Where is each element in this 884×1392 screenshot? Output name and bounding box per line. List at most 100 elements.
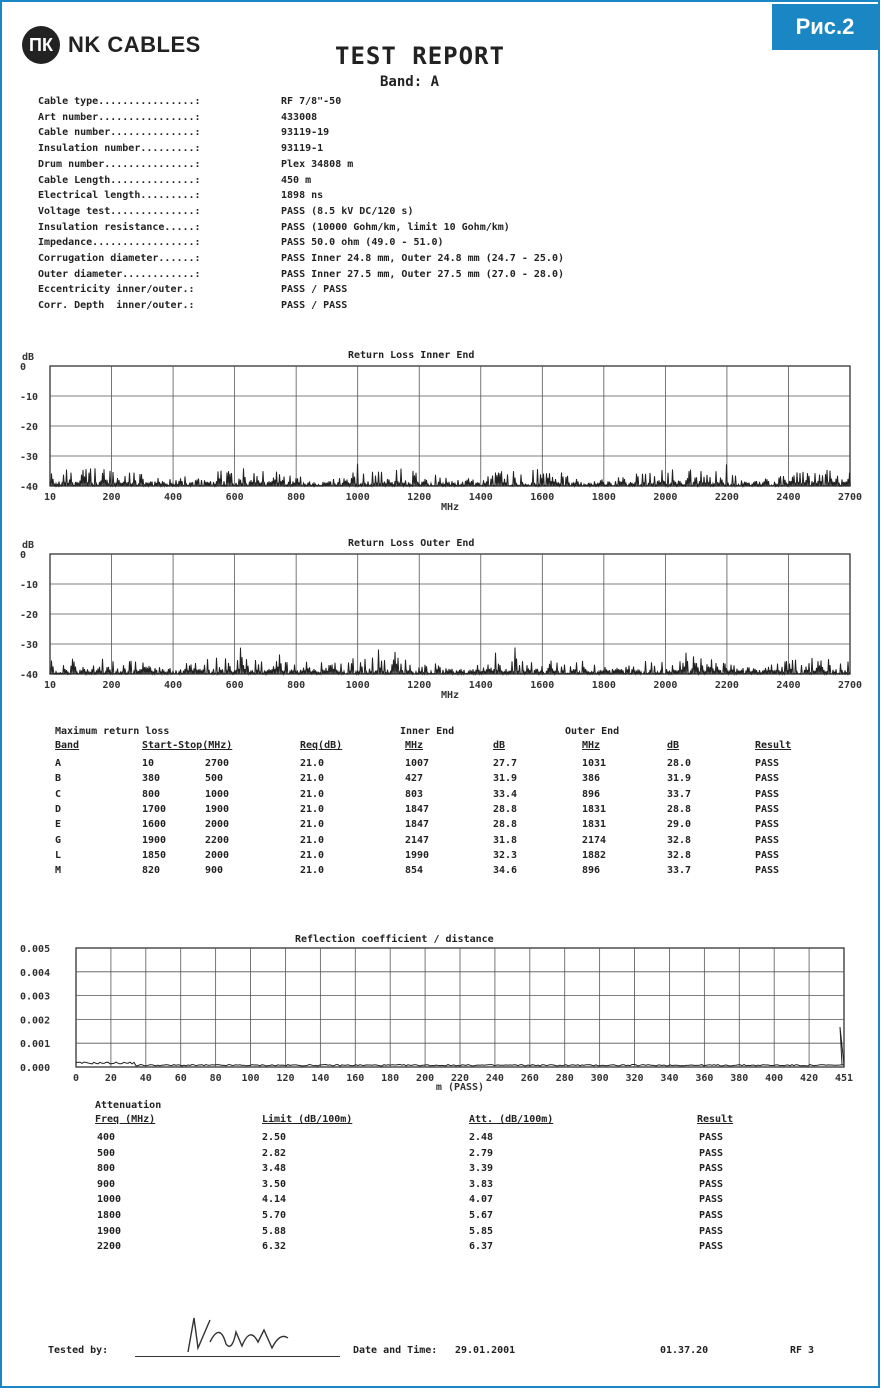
- table-cell: 33.4: [493, 788, 518, 800]
- x-tick-label: 120: [276, 1073, 294, 1084]
- y-tick-label: -30: [20, 452, 38, 463]
- x-tick-label: 400: [164, 680, 182, 691]
- date-value: 29.01.2001: [455, 1345, 516, 1356]
- table-cell: 5.85: [469, 1225, 494, 1237]
- table-cell: 500: [205, 773, 224, 785]
- table-cell: 21.0: [300, 758, 325, 769]
- column-header: Start-Stop(MHz): [142, 740, 233, 751]
- spec-value: Plex 34808 m: [275, 158, 354, 170]
- table-cell: 34.6: [493, 865, 518, 877]
- spec-row: Drum number...............: Plex 34808 m: [38, 157, 564, 173]
- x-tick-label: 0: [73, 1073, 79, 1084]
- x-tick-label: 2700: [838, 680, 862, 691]
- spec-row: Insulation number.........: 93119-1: [38, 141, 564, 157]
- x-tick-label: 200: [103, 680, 121, 691]
- table-cell: 3.39: [469, 1163, 494, 1175]
- table-cell: 1831: [582, 803, 607, 815]
- y-tick-label: -30: [20, 640, 38, 651]
- table-cell: M: [55, 865, 62, 877]
- x-tick-label: 420: [800, 1073, 818, 1084]
- page-ref: RF 3: [790, 1345, 815, 1356]
- table-cell: PASS: [699, 1210, 724, 1221]
- spec-key: Cable number..............:: [38, 127, 201, 139]
- x-tick-label: 2000: [653, 492, 677, 503]
- x-axis-label: MHz: [441, 502, 459, 513]
- table-cell: 2000: [205, 819, 230, 831]
- table-cell: 800: [97, 1163, 116, 1175]
- x-tick-label: 1400: [469, 492, 493, 503]
- table-cell: 31.8: [493, 834, 518, 846]
- x-tick-label: 20: [105, 1073, 117, 1084]
- spec-row: Outer diameter............: PASS Inner 2…: [38, 267, 564, 283]
- table-cell: PASS: [699, 1178, 724, 1190]
- table-title: Attenuation: [95, 1100, 162, 1111]
- table-cell: 31.9: [493, 773, 518, 785]
- x-tick-label: 400: [765, 1073, 783, 1084]
- x-tick-label: 600: [226, 492, 244, 503]
- column-header: Att. (dB/100m): [469, 1114, 554, 1125]
- column-header: Result: [697, 1114, 734, 1125]
- x-tick-label: 2000: [653, 680, 677, 691]
- column-header: Freq (MHz): [95, 1114, 156, 1125]
- column-header: MHz: [582, 740, 601, 751]
- outer-chart-title: Return Loss Outer End: [348, 538, 475, 549]
- table-cell: 28.8: [493, 819, 518, 831]
- x-tick-label: 1200: [407, 680, 431, 691]
- spec-key: Voltage test..............:: [38, 205, 201, 217]
- table-cell: PASS: [699, 1147, 724, 1159]
- return-loss-trace: [49, 647, 851, 676]
- x-tick-label: 1200: [407, 492, 431, 503]
- spec-value: PASS 50.0 ohm (49.0 - 51.0): [275, 237, 444, 249]
- table-cell: 400: [97, 1132, 116, 1143]
- table-cell: 21.0: [300, 788, 325, 800]
- spec-row: Cable type................: RF 7/8"-50: [38, 94, 564, 110]
- table-cell: PASS: [699, 1194, 724, 1206]
- spec-key: Cable Length..............:: [38, 174, 201, 186]
- table-cell: 28.8: [493, 803, 518, 815]
- table-cell: 900: [205, 865, 224, 877]
- table-cell: E: [55, 819, 62, 831]
- x-tick-label: 1000: [346, 680, 370, 691]
- table-cell: 33.7: [667, 865, 692, 877]
- spec-row: Art number................: 433008: [38, 110, 564, 126]
- spec-key: Insulation resistance.....:: [38, 221, 201, 233]
- y-tick-label: 0.003: [20, 992, 50, 1003]
- table-cell: G: [55, 834, 62, 846]
- x-tick-label: 100: [242, 1073, 260, 1084]
- x-tick-label: 1400: [469, 680, 493, 691]
- y-axis-label: dB: [22, 540, 34, 551]
- x-tick-label: 1600: [530, 492, 554, 503]
- x-tick-label: 10: [44, 492, 56, 503]
- table-cell: 1900: [205, 803, 230, 815]
- table-cell: 386: [582, 773, 601, 785]
- table-cell: C: [55, 788, 62, 800]
- table-cell: PASS: [699, 1163, 724, 1175]
- spec-row: Corrugation diameter......: PASS Inner 2…: [38, 251, 564, 267]
- table-cell: 27.7: [493, 758, 518, 769]
- x-tick-label: 2200: [715, 492, 739, 503]
- table-cell: 896: [582, 788, 601, 800]
- table-cell: 427: [405, 773, 424, 785]
- table-cell: 21.0: [300, 819, 325, 831]
- table-cell: PASS: [699, 1132, 724, 1143]
- x-tick-label: 360: [695, 1073, 713, 1084]
- company-logo: ПК NK CABLES: [22, 26, 201, 64]
- logo-mark: ПК: [22, 26, 60, 64]
- y-tick-label: -40: [20, 670, 38, 681]
- figure-tag: Рис.2: [772, 4, 878, 50]
- table-cell: 854: [405, 865, 424, 877]
- logo-text: NK CABLES: [68, 32, 201, 57]
- table-cell: B: [55, 773, 62, 785]
- spec-row: Corr. Depth inner/outer.: PASS / PASS: [38, 298, 564, 314]
- table-cell: 3.83: [469, 1178, 494, 1190]
- y-tick-label: 0.000: [20, 1063, 50, 1074]
- table-cell: 2200: [97, 1241, 122, 1253]
- table-cell: 3.48: [262, 1163, 287, 1175]
- table-cell: PASS: [755, 788, 780, 800]
- table-cell: 32.3: [493, 849, 518, 861]
- reflection-chart-title: Reflection coefficient / distance: [295, 934, 494, 945]
- table-cell: 4.14: [262, 1194, 287, 1206]
- table-cell: 21.0: [300, 803, 325, 815]
- table-cell: 900: [97, 1178, 116, 1190]
- spec-key: Cable type................:: [38, 96, 201, 107]
